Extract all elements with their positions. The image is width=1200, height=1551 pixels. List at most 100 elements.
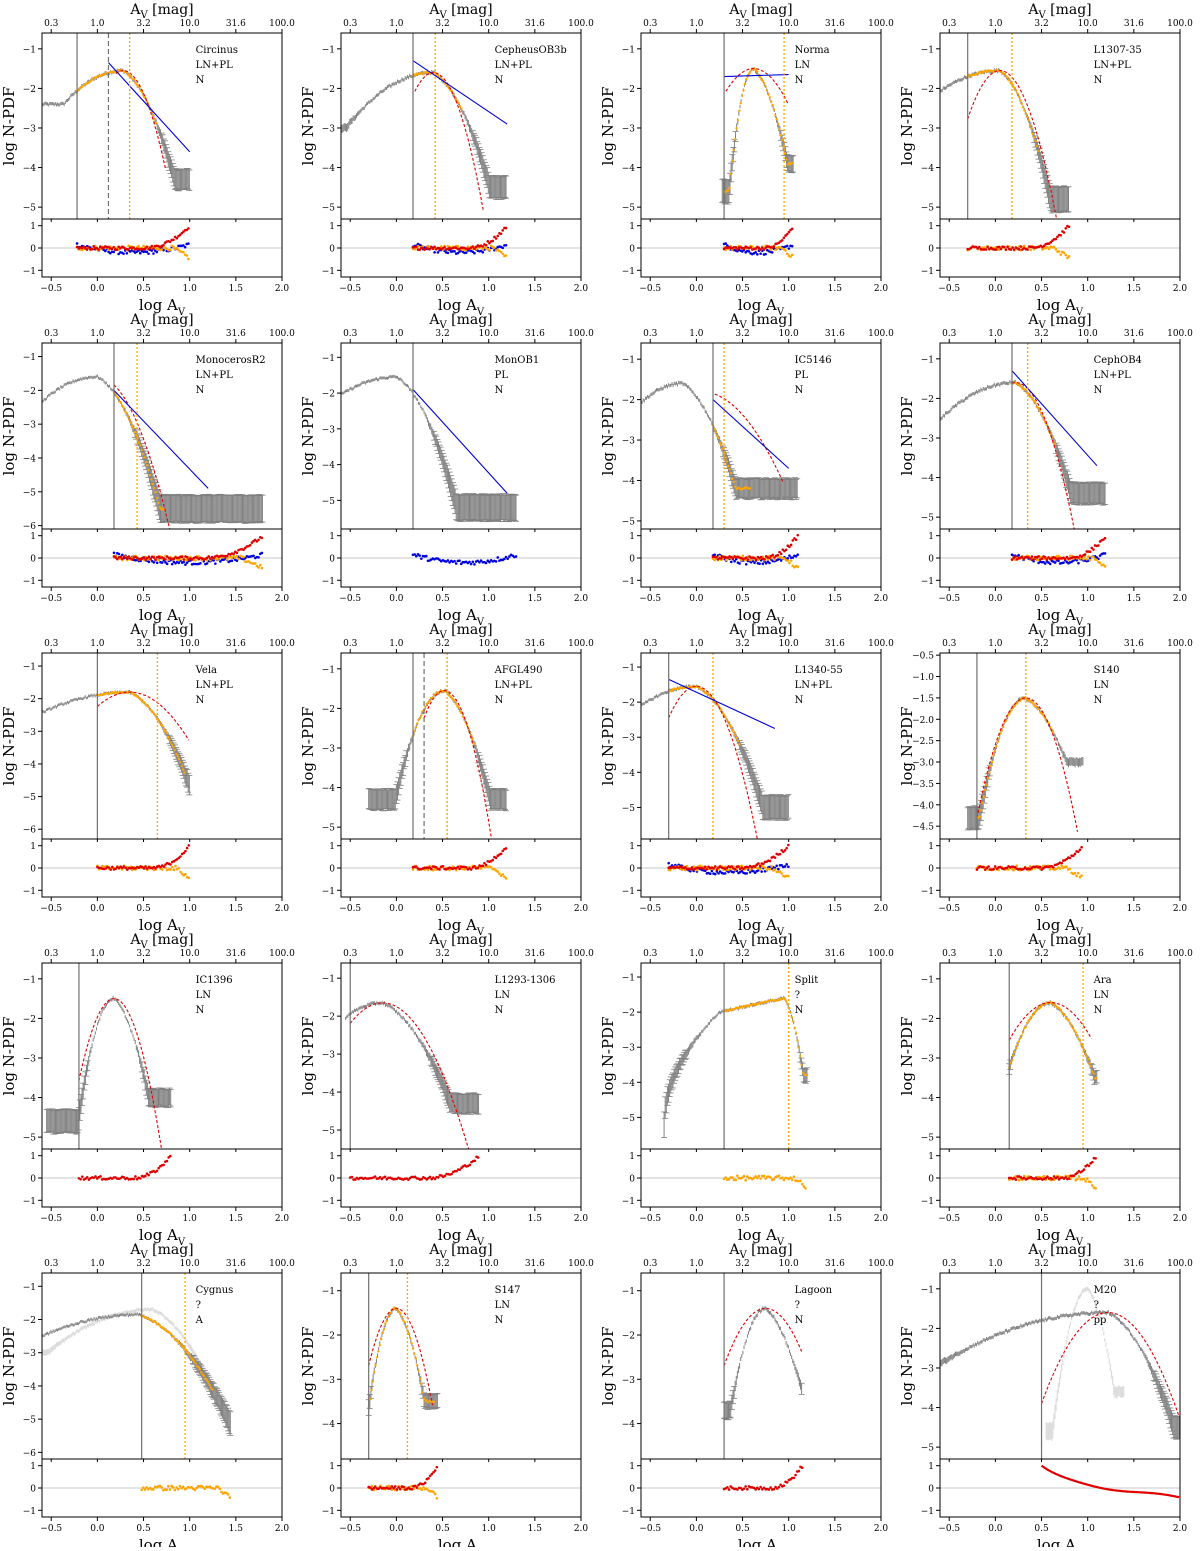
model-point <box>1027 119 1029 121</box>
residual-point <box>788 554 791 557</box>
residual-point <box>112 246 115 249</box>
main-plot-area <box>366 653 509 875</box>
model-point <box>773 108 775 110</box>
residual-point <box>1082 558 1085 561</box>
residual-point <box>252 555 255 558</box>
top-tick-label: 0.3 <box>343 639 358 649</box>
residual-plot-area <box>940 537 1180 568</box>
residual-point <box>788 247 791 250</box>
fit-type-label: LN+PL <box>495 60 532 71</box>
model-point <box>1004 73 1006 75</box>
residual-point <box>174 865 177 868</box>
residual-point <box>151 245 154 248</box>
residual-point <box>173 869 176 872</box>
model-point <box>127 415 129 417</box>
residual-plot-area <box>641 228 881 258</box>
model-point <box>1015 89 1017 91</box>
residual-point <box>1011 246 1014 249</box>
residual-point <box>182 558 185 561</box>
residual-point <box>163 865 166 868</box>
model-point <box>1014 87 1016 89</box>
residual-point <box>433 246 436 249</box>
residual-point <box>733 560 736 563</box>
top-tick-label: 0.3 <box>643 19 658 29</box>
model-point <box>125 412 127 414</box>
residual-point <box>496 556 499 559</box>
model-point <box>791 162 793 164</box>
residual-point <box>1030 249 1033 252</box>
residual-point <box>473 563 476 566</box>
x-tick-label: 1.5 <box>528 904 543 914</box>
model-point <box>728 468 730 470</box>
model-point <box>1033 136 1035 138</box>
y-tick-label: −2 <box>23 387 36 397</box>
residual-point <box>495 857 498 860</box>
panel-name-label: IC5146 <box>795 355 832 366</box>
top-tick-label: 31.6 <box>226 19 246 29</box>
residual-point <box>418 554 421 557</box>
residual-plot-area <box>341 847 581 880</box>
y-tick-label: −4 <box>921 164 935 174</box>
y-tick-label: −4 <box>322 461 336 471</box>
main-plot-area <box>940 33 1071 259</box>
top-tick-label: 0.3 <box>44 19 59 29</box>
residual-point <box>769 249 772 252</box>
y-tick-label: −2 <box>23 85 36 95</box>
residual-point <box>777 554 780 557</box>
x-tick-label: 0.0 <box>389 284 404 294</box>
model-point <box>437 74 439 76</box>
model-point <box>731 478 733 480</box>
top-tick-label: 31.6 <box>226 329 246 339</box>
residual-point <box>121 557 124 560</box>
top-tick-label: 31.6 <box>1124 19 1144 29</box>
model-point <box>778 128 780 130</box>
model-point <box>719 442 721 444</box>
model-point <box>1030 127 1032 129</box>
residual-point <box>433 251 436 254</box>
model-point <box>749 70 751 72</box>
model-point <box>153 118 155 120</box>
model-point <box>459 105 461 107</box>
residual-point <box>453 560 456 563</box>
top-tick-label: 100.0 <box>568 19 594 29</box>
residual-plot-area <box>42 227 282 260</box>
model-point <box>165 732 167 734</box>
y-tick-label: −6 <box>23 522 37 532</box>
pl-fit-line <box>413 61 507 124</box>
residual-point <box>781 239 784 242</box>
residual-point <box>147 252 150 255</box>
panel-name-label: CepheusOB3b <box>495 45 567 56</box>
top-tick-label: 1.0 <box>689 19 704 29</box>
model-point <box>739 102 741 104</box>
residual-point <box>763 558 766 561</box>
residual-point <box>1026 248 1029 251</box>
ln-fit-curve <box>415 73 483 210</box>
model-point <box>175 753 177 755</box>
residual-point <box>1064 558 1067 561</box>
residual-point <box>453 250 456 253</box>
model-point <box>145 461 147 463</box>
fit-type-label: LN+PL <box>495 680 532 691</box>
top-tick-label: 1.0 <box>389 329 404 339</box>
x-tick-label: 1.0 <box>482 284 497 294</box>
residual-point <box>1020 245 1023 248</box>
top-tick-label: 10.0 <box>180 329 200 339</box>
model-point <box>744 83 746 85</box>
residual-point <box>179 871 182 874</box>
y-tick-label: −1 <box>622 45 635 55</box>
residual-point <box>795 538 798 541</box>
residual-point <box>156 251 159 254</box>
model-point <box>176 755 178 757</box>
model-point <box>455 703 457 705</box>
residual-point <box>491 240 494 243</box>
residual-point <box>1077 562 1080 565</box>
residual-point <box>724 242 727 245</box>
x-tick-label: 1.0 <box>482 904 497 914</box>
model-point <box>763 82 765 84</box>
x-tick-label: 2.0 <box>874 594 889 604</box>
residual-point <box>231 560 234 563</box>
residual-point <box>257 556 260 559</box>
x-tick-label: 1.5 <box>528 284 543 294</box>
panel-name-label: Circinus <box>196 45 238 56</box>
model-point <box>122 407 124 409</box>
